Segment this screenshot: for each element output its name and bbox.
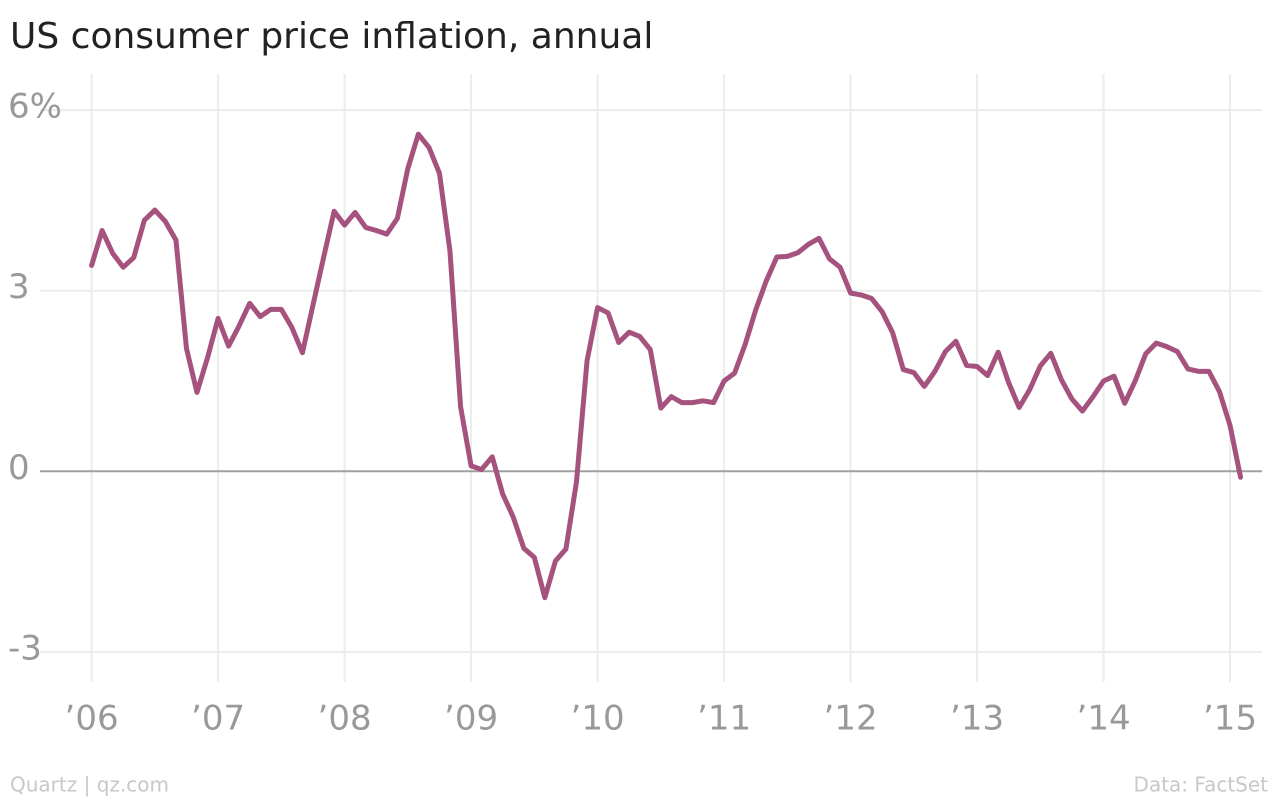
x-tick-label: ’15: [1203, 699, 1257, 739]
x-tick-label: ’10: [571, 699, 625, 739]
x-tick-label: ’07: [191, 699, 245, 739]
x-tick-label: ’12: [824, 699, 878, 739]
x-tick-label: ’14: [1077, 699, 1131, 739]
y-tick-label: 0: [8, 448, 30, 488]
line: [89, 131, 1244, 601]
x-tick-label: ’06: [65, 699, 119, 739]
x-tick-label: ’09: [444, 699, 498, 739]
x-tick-label: ’08: [318, 699, 372, 739]
source-right: Data: FactSet: [1134, 773, 1269, 797]
y-tick-label: -3: [8, 628, 42, 668]
x-tick-label: ’13: [950, 699, 1004, 739]
y-tick-label: 6%: [8, 87, 62, 127]
chart-title: US consumer price inflation, annual: [10, 16, 653, 57]
x-tick-label: ’11: [697, 699, 751, 739]
y-tick-label: 3: [8, 267, 30, 307]
source-left: Quartz | qz.com: [10, 773, 169, 797]
